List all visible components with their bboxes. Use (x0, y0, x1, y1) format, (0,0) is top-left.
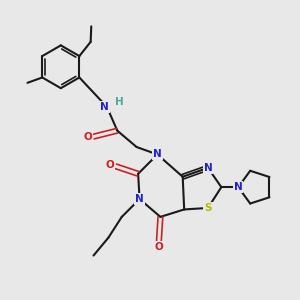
Text: N: N (135, 194, 144, 204)
Text: S: S (204, 203, 212, 213)
Text: N: N (100, 102, 109, 112)
Text: O: O (84, 132, 93, 142)
Text: H: H (115, 97, 124, 106)
Text: N: N (153, 149, 162, 160)
Text: N: N (204, 163, 212, 173)
Text: N: N (204, 163, 212, 173)
Text: N: N (234, 182, 243, 192)
Text: S: S (204, 203, 212, 213)
Text: N: N (234, 182, 243, 192)
Text: O: O (106, 160, 114, 170)
Text: H: H (115, 97, 124, 106)
Text: N: N (153, 149, 162, 160)
Text: O: O (154, 242, 163, 252)
Text: O: O (154, 242, 163, 252)
Text: O: O (106, 160, 114, 170)
Text: N: N (135, 194, 144, 204)
Text: O: O (84, 132, 93, 142)
Text: N: N (100, 102, 109, 112)
